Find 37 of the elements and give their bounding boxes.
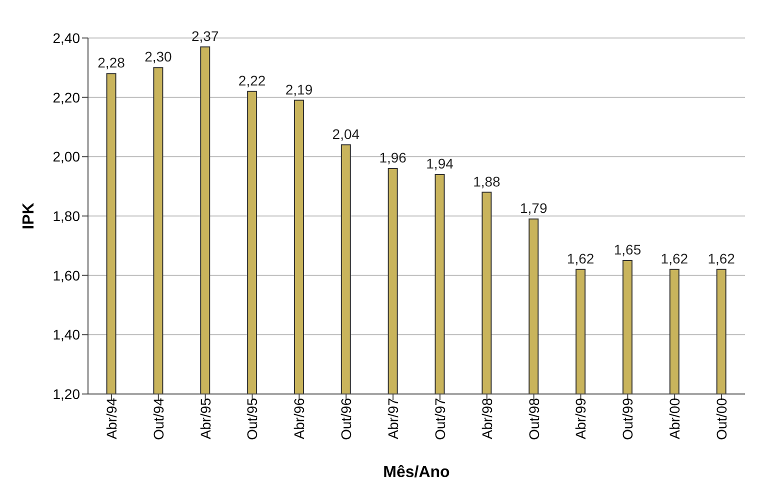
y-tick-label: 1,60 (52, 267, 80, 284)
x-tick-label: Abr/98 (478, 398, 495, 440)
data-label: 1,94 (426, 155, 454, 172)
x-tick-label: Abr/94 (103, 398, 120, 440)
data-label: 2,19 (285, 81, 313, 98)
data-label: 2,22 (238, 72, 266, 88)
y-tick-label: 1,80 (52, 208, 80, 224)
x-tick-label: Out/94 (150, 398, 166, 440)
x-tick-label: Out/00 (713, 398, 730, 440)
data-label: 1,65 (614, 242, 642, 258)
data-label: 2,28 (98, 54, 126, 71)
y-tick-label: 1,40 (52, 326, 80, 343)
y-tick-label: 2,00 (52, 148, 80, 165)
y-axis-title: IPK (20, 202, 38, 230)
x-tick-label: Out/97 (432, 398, 448, 440)
x-tick-label: Abr/99 (572, 398, 589, 440)
data-label: 2,30 (144, 48, 172, 65)
data-label: 1,62 (566, 250, 594, 266)
y-tick-label: 2,20 (52, 89, 80, 106)
x-tick-label: Out/96 (338, 398, 354, 440)
x-tick-label: Out/95 (244, 398, 260, 440)
x-axis-title: Mês/Ano (383, 464, 450, 481)
x-tick-label: Abr/96 (291, 398, 308, 440)
x-tick-label: Abr/00 (666, 398, 683, 440)
y-tick-label: 2,40 (52, 30, 80, 46)
data-label: 1,88 (473, 173, 501, 190)
data-label: 1,96 (379, 150, 407, 166)
x-tick-label: Out/99 (620, 398, 636, 440)
x-tick-label: Out/98 (526, 398, 542, 440)
y-tick-label: 1,20 (52, 386, 80, 402)
data-label: 2,37 (192, 28, 219, 44)
data-label: 2,04 (332, 126, 360, 142)
data-label: 1,62 (708, 250, 736, 266)
data-label: 1,79 (520, 200, 548, 216)
x-tick-label: Abr/97 (384, 398, 401, 440)
x-tick-label: Abr/95 (197, 398, 214, 440)
data-label: 1,62 (660, 250, 688, 266)
